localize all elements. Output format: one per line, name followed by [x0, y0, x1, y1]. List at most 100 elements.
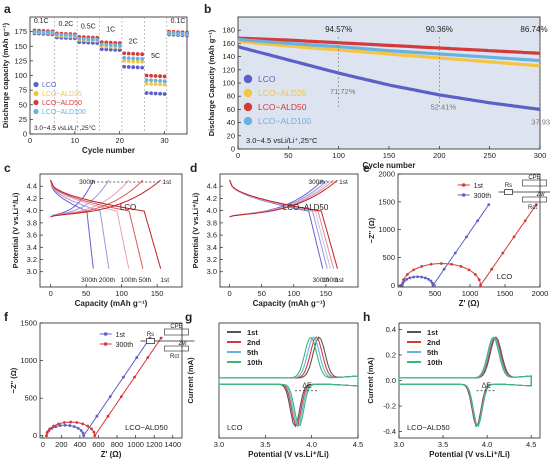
legend-label: LCO−ALD50	[42, 100, 82, 107]
cv-curve	[398, 336, 532, 427]
cv-curve	[398, 336, 532, 428]
legend-marker	[103, 332, 108, 336]
warburg-element	[164, 345, 189, 352]
y-tick-label: 2000	[378, 170, 395, 179]
rate-point	[153, 91, 158, 96]
circuit-label: Rs	[505, 183, 512, 189]
legend-marker	[243, 88, 253, 98]
resistor	[504, 189, 513, 195]
x-axis-label: Cycle number	[363, 161, 416, 170]
rate-point	[99, 47, 104, 52]
delta-e-label: ΔE	[302, 383, 312, 390]
panel-letter: g	[185, 310, 192, 324]
legend-label: LCO−ALD100	[258, 116, 311, 126]
rate-point	[113, 47, 118, 52]
legend-label: LCO−ALD50	[258, 102, 307, 112]
legend-marker	[243, 116, 253, 126]
rate-point	[162, 79, 167, 84]
retention-label: 94.57%	[325, 25, 352, 34]
retention-label: 71.72%	[330, 87, 356, 96]
x-tick-label: 0	[228, 289, 232, 298]
rate-point	[140, 59, 145, 64]
nyquist-point	[467, 268, 471, 272]
nyquist-point	[534, 203, 538, 207]
rate-point	[153, 78, 158, 83]
y-tick-label: 20	[227, 131, 235, 140]
panel-d: 0 50 100 150 3.0 3.2 3.4 3.6 3.8 4.0 4.2 4.4 Capacit…	[190, 161, 359, 308]
legend-label: 2nd	[247, 338, 261, 347]
y-tick-label: 160	[222, 39, 235, 48]
nyquist-point	[90, 427, 93, 431]
nyquist-point	[405, 277, 409, 281]
y-tick-label: 4.0	[207, 206, 217, 215]
rate-point	[135, 52, 140, 56]
nyquist-point	[106, 414, 110, 418]
legend-label: 10th	[427, 358, 443, 367]
y-tick-label: 1000	[378, 225, 395, 234]
y-tick-label: 0	[231, 145, 235, 154]
rate-point	[126, 51, 131, 56]
y-tick-label: 100	[222, 79, 235, 88]
nyquist-point	[453, 251, 457, 255]
x-tick-label: 2000	[532, 289, 549, 298]
sample-label: LCO	[120, 203, 136, 212]
x-axis-label: Potential (V vs.Li⁺/Li)	[429, 450, 510, 459]
charge-curve	[50, 179, 110, 218]
rate-point	[68, 33, 73, 38]
cv-curve	[398, 336, 532, 428]
rate-label: 5C	[151, 53, 160, 60]
equivalent-circuit: Rs CPE Zw Rct	[140, 324, 195, 360]
rate-point	[126, 56, 131, 61]
nyquist-point	[420, 265, 424, 268]
y-tick-label: 75	[19, 86, 27, 95]
plot-frame	[218, 322, 359, 439]
x-tick-label: 4.5	[353, 440, 363, 449]
x-tick-label: 10	[71, 136, 79, 145]
panel-f: 0 200 400 600 800 1000 1200 1400050010001500Z' …	[4, 310, 195, 459]
nyquist-point	[416, 275, 419, 279]
y-tick-label: 1500	[20, 319, 37, 328]
y-axis-label: Discharge Capacity (mAh g⁻¹)	[207, 29, 216, 136]
legend-label: LCO−ALD100	[42, 109, 86, 116]
rate-point	[158, 74, 162, 79]
legend-label: 1st	[427, 328, 438, 337]
rate-point	[108, 43, 113, 47]
x-tick-label: 50	[258, 289, 266, 298]
nyquist-point	[146, 356, 150, 359]
nyquist-point	[119, 395, 123, 399]
cycling-curve	[237, 45, 541, 111]
legend-marker	[243, 102, 253, 112]
rate-point	[131, 56, 136, 61]
rate-point	[153, 82, 158, 87]
nyquist-point	[476, 219, 480, 223]
y-tick-label: 80	[227, 92, 235, 101]
plot-frame	[398, 322, 541, 439]
nyquist-point	[408, 276, 412, 280]
rate-point	[149, 82, 154, 86]
legend-label: 5th	[427, 348, 439, 357]
y-axis-label: Current (mA)	[186, 357, 195, 404]
panel-letter: f	[4, 310, 9, 324]
rate-label: 0.1C	[171, 18, 186, 25]
rate-point	[63, 33, 68, 37]
y-tick-label: 3.8	[27, 218, 37, 227]
rate-point	[122, 58, 127, 63]
y-tick-label: 3.2	[27, 255, 37, 264]
cv-curve	[218, 336, 359, 427]
legend-marker	[33, 99, 39, 106]
y-tick-label: 4.2	[27, 194, 37, 203]
rate-point	[162, 74, 167, 79]
cycle-label: 300th	[81, 277, 98, 284]
nyquist-point	[52, 424, 55, 428]
x-tick-label: 100	[288, 289, 301, 298]
y-tick-label: 1500	[378, 197, 395, 206]
cv-curve	[218, 336, 359, 428]
x-tick-label: 3.5	[438, 440, 448, 449]
y-tick-label: 500	[382, 253, 395, 262]
y-tick-label: 120	[222, 65, 235, 74]
y-tick-label: -0.4	[383, 427, 396, 436]
rate-point	[55, 32, 59, 37]
x-tick-label: 100	[332, 151, 345, 160]
nyquist-point	[420, 275, 423, 279]
discharge-curve	[50, 180, 94, 269]
